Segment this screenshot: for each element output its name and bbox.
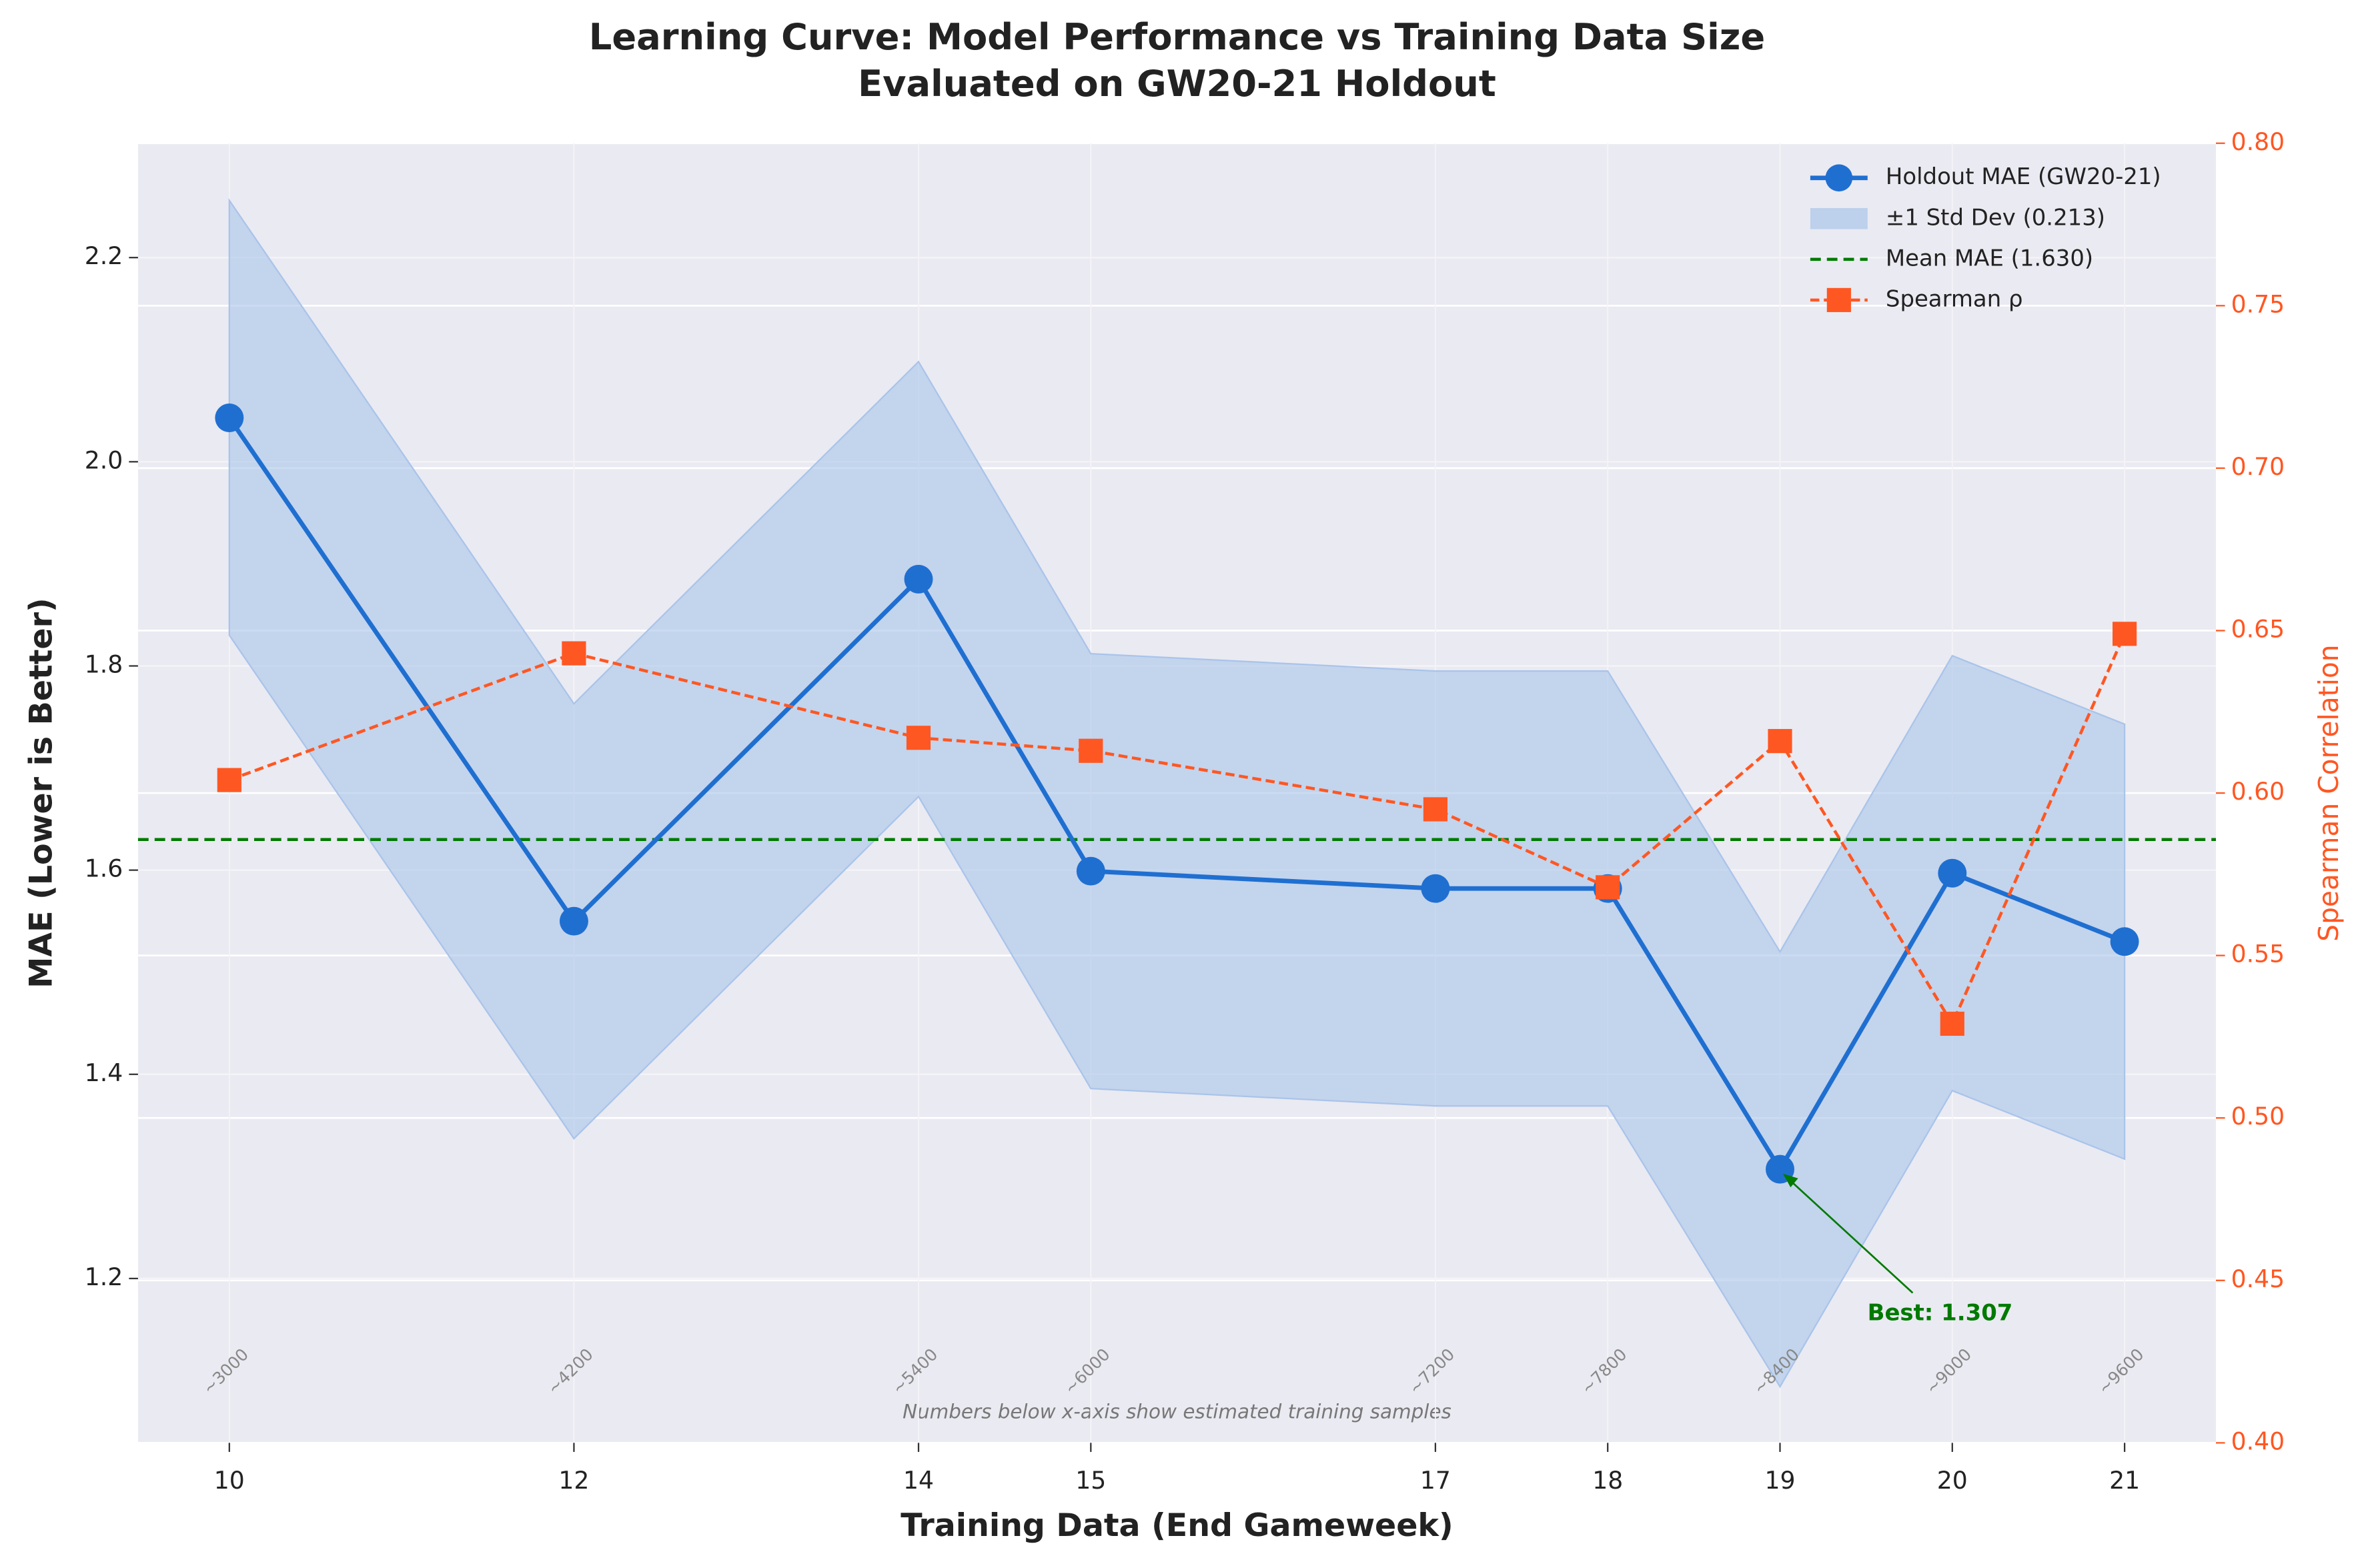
y2-tick-label: 0.65	[2231, 614, 2285, 643]
legend-label: Holdout MAE (GW20-21)	[1886, 163, 2161, 189]
legend-swatch	[1810, 207, 1868, 229]
square-marker	[1079, 738, 1103, 763]
chart-title: Learning Curve: Model Performance vs Tra…	[589, 16, 1765, 58]
circle-marker	[1076, 856, 1105, 886]
circle-marker	[559, 906, 588, 936]
y-tick-label: 1.6	[85, 854, 123, 883]
square-marker	[1940, 1011, 1964, 1036]
circle-marker	[904, 564, 933, 594]
series-line	[229, 633, 2127, 1027]
y-axis-label: MAE (Lower is Better)	[23, 598, 60, 988]
y2-tick-label: 0.50	[2231, 1102, 2285, 1130]
square-marker	[1423, 797, 1447, 822]
y2-tick-label: 0.40	[2231, 1427, 2285, 1455]
x-tick-label: 10	[214, 1466, 245, 1495]
y-tick-label: 2.2	[85, 241, 123, 270]
square-marker	[562, 641, 586, 666]
y2-tick-label: 0.70	[2231, 452, 2285, 481]
circle-marker	[215, 404, 244, 432]
x-tick-label: 18	[1592, 1466, 1623, 1495]
y2-axis-label: Spearman Correlation	[2313, 644, 2345, 941]
square-marker	[906, 726, 931, 750]
circle-marker	[1938, 858, 1967, 888]
legend-label: ±1 Std Dev (0.213)	[1886, 204, 2105, 230]
y2-tick-label: 0.60	[2231, 777, 2285, 806]
x-tick-label: 21	[2109, 1466, 2140, 1495]
x-tick-label: 14	[903, 1466, 934, 1495]
annotation-arrow	[1784, 1174, 1914, 1294]
legend-marker	[1825, 164, 1853, 192]
y2-tick-label: 0.75	[2231, 289, 2285, 318]
y-tick-label: 1.8	[85, 650, 123, 678]
circle-marker	[1421, 874, 1450, 903]
std-band	[228, 197, 2126, 1389]
chart-subtitle: Evaluated on GW20-21 Holdout	[858, 63, 1496, 105]
legend-label: Spearman ρ	[1886, 285, 2023, 311]
y2-tick-label: 0.45	[2231, 1265, 2285, 1293]
y-tick-label: 1.2	[85, 1263, 123, 1291]
square-marker	[1768, 729, 1792, 754]
x-tick-label: 19	[1764, 1466, 1795, 1495]
x-tick-label: 12	[558, 1466, 589, 1495]
y2-tick-label: 0.80	[2231, 127, 2285, 156]
legend-label: Mean MAE (1.630)	[1886, 245, 2093, 271]
y-tick-label: 2.0	[85, 446, 123, 474]
annotation-arrowhead	[1783, 1173, 1798, 1188]
x-tick-label: 20	[1937, 1466, 1968, 1495]
circle-marker	[2110, 927, 2139, 956]
note: Numbers below x-axis show estimated trai…	[903, 1401, 1451, 1423]
x-tick-label: 15	[1075, 1466, 1106, 1495]
square-marker	[2113, 622, 2137, 646]
y2-tick-label: 0.55	[2231, 940, 2285, 968]
x-axis-label: Training Data (End Gameweek)	[901, 1507, 1453, 1544]
x-tick-label: 17	[1420, 1466, 1451, 1495]
square-marker	[1596, 875, 1620, 900]
annotation-label: Best: 1.307	[1868, 1300, 2013, 1326]
legend-marker	[1826, 287, 1851, 312]
square-marker	[217, 768, 241, 792]
y-tick-label: 1.4	[85, 1058, 123, 1087]
